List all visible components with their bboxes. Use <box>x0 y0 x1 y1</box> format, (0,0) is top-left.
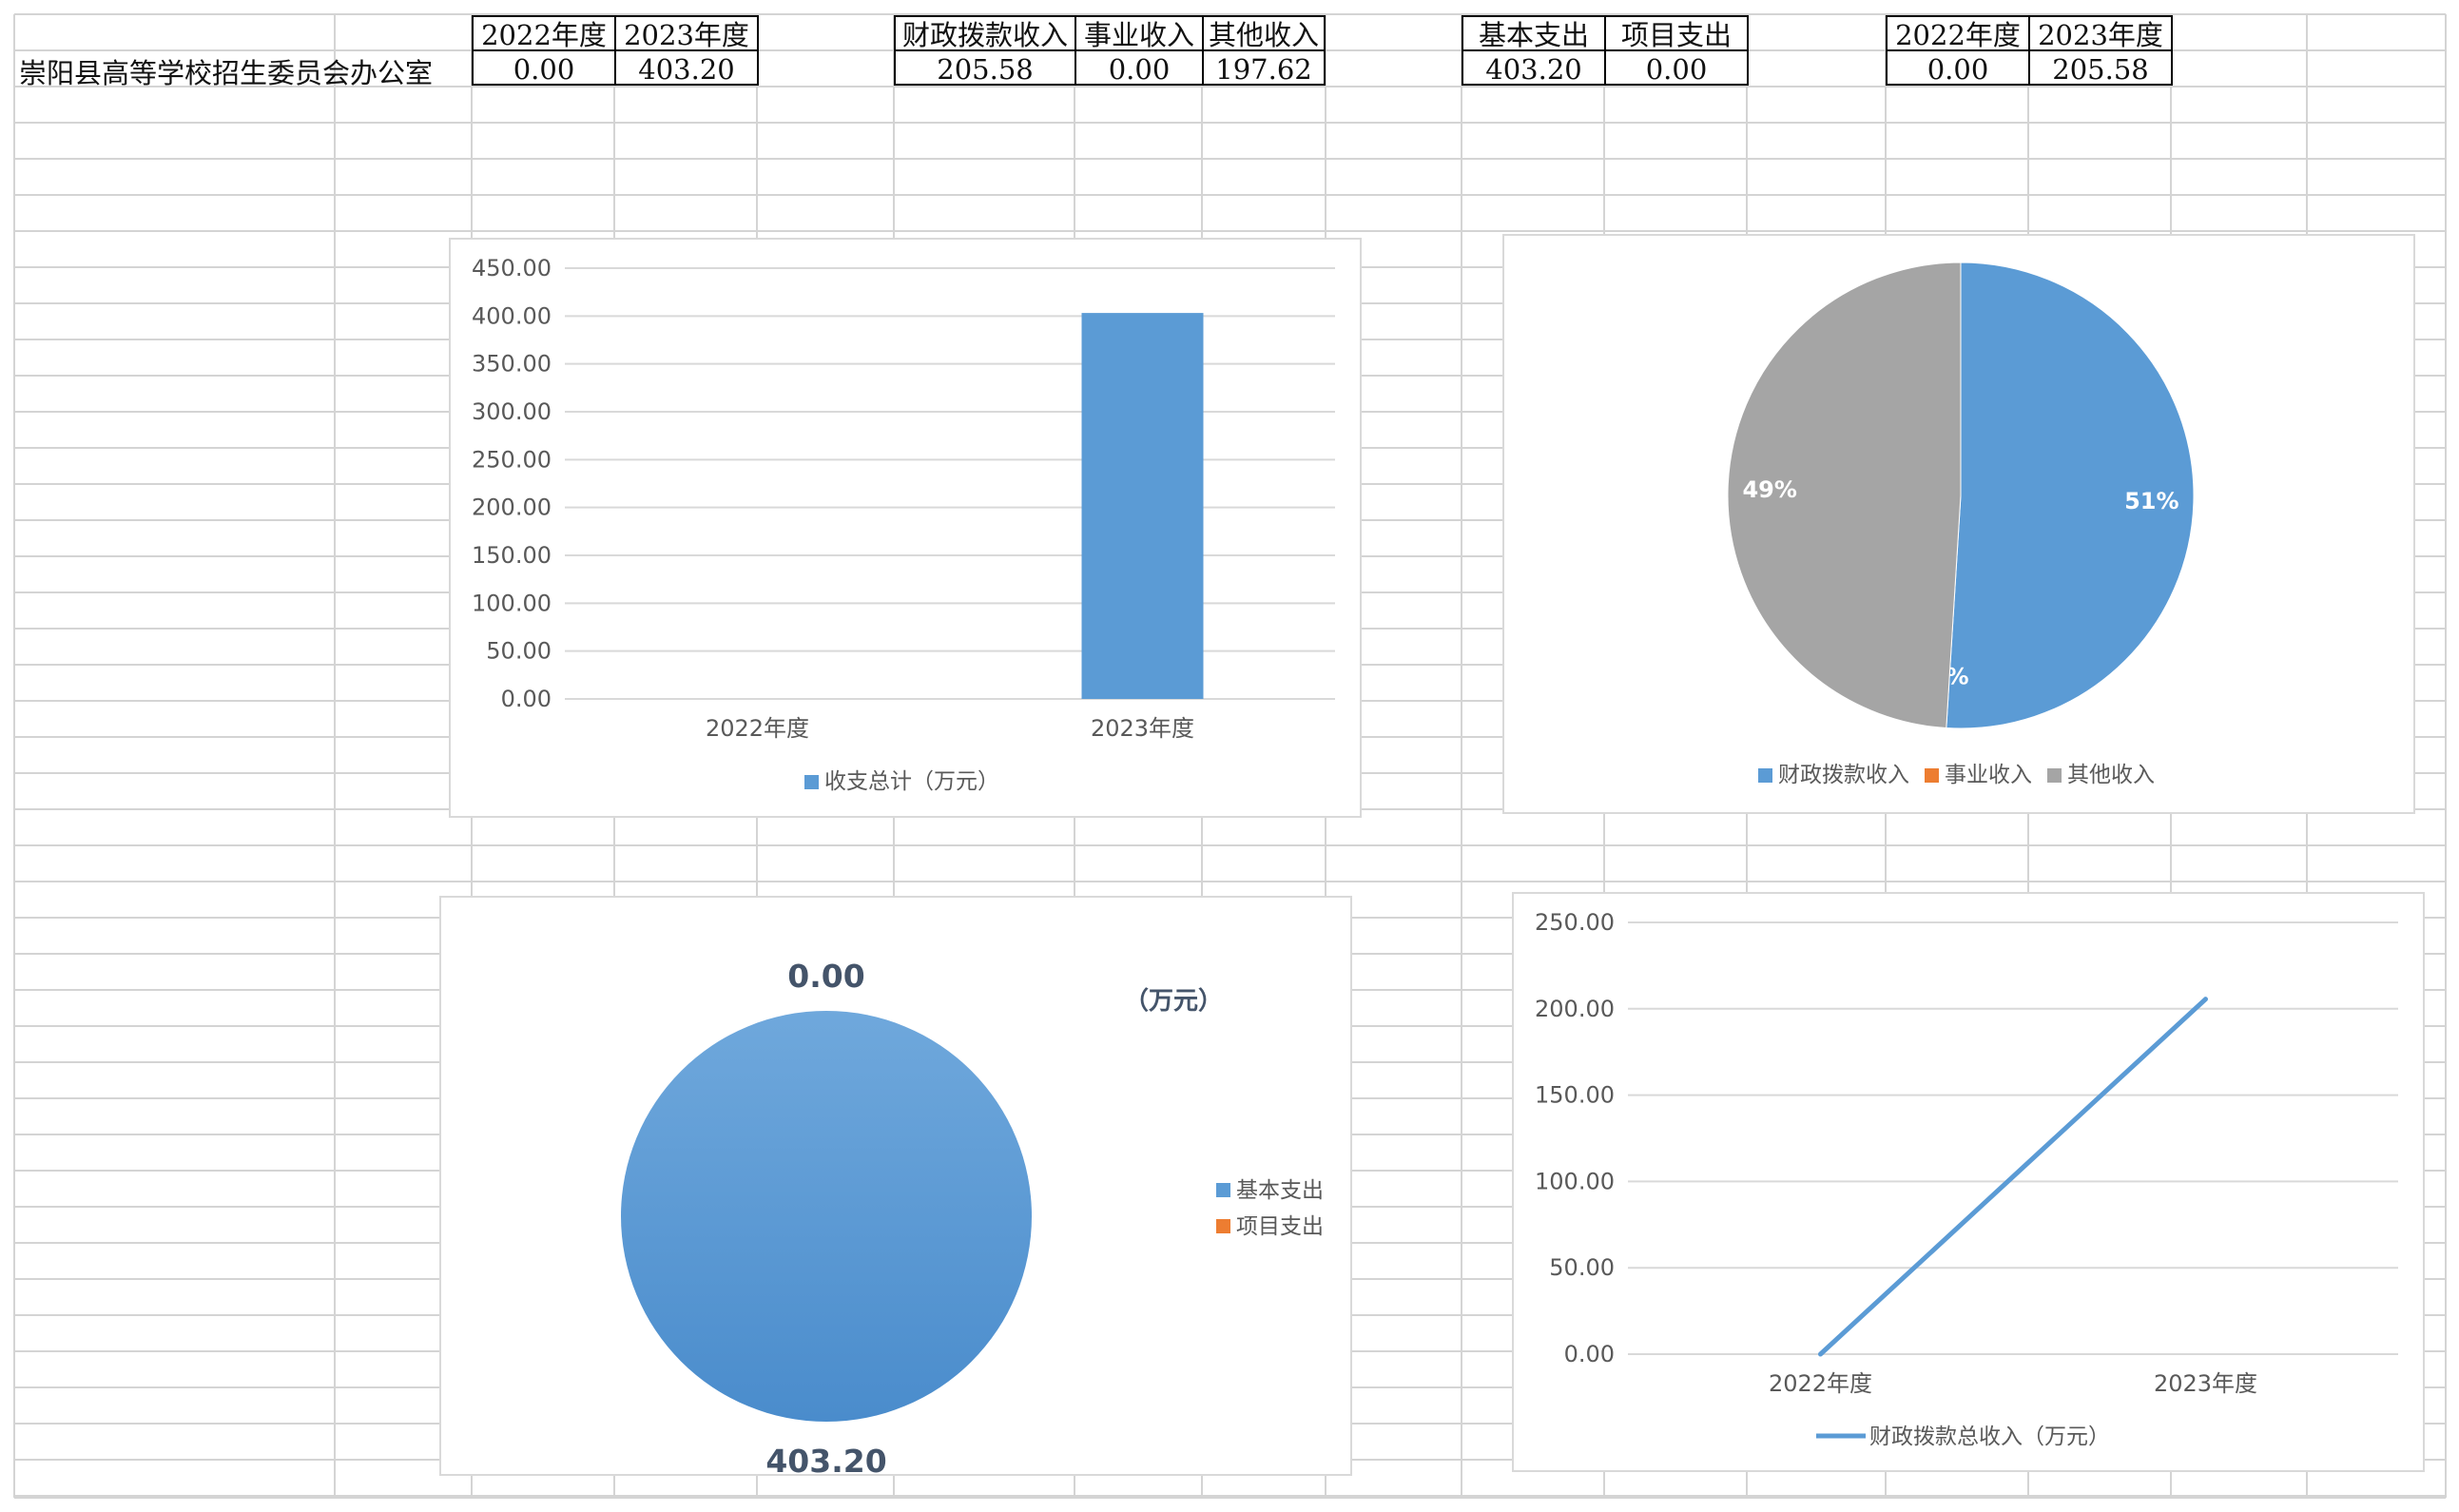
expense-pie-chart[interactable]: 403.20 0.00 （万元） 基本支出项目支出 <box>439 896 1352 1478</box>
y-tick-label: 0.00 <box>1564 1341 1615 1367</box>
legend-swatch <box>804 775 819 789</box>
table-total-value-2022[interactable]: 0.00 <box>472 49 616 86</box>
pie-slice <box>1727 262 1962 729</box>
table-fiscal-header-2022[interactable]: 2022年度 <box>1886 15 2030 51</box>
table-income-header-fiscal[interactable]: 财政拨款收入 <box>894 15 1076 51</box>
table-fiscal-value-2023[interactable]: 205.58 <box>2028 49 2173 86</box>
y-tick-label: 300.00 <box>472 398 552 425</box>
y-tick-label: 200.00 <box>472 494 552 521</box>
series-line <box>1818 997 2208 1357</box>
legend-label: 事业收入 <box>1945 763 2032 787</box>
table-expense-header-basic[interactable]: 基本支出 <box>1462 15 1606 51</box>
y-tick-label: 400.00 <box>472 302 552 329</box>
y-tick-label: 100.00 <box>472 590 552 616</box>
unit-note: （万元） <box>1124 987 1223 1016</box>
table-expense-value-project[interactable]: 0.00 <box>1604 49 1749 86</box>
table-total-header-2022[interactable]: 2022年度 <box>472 15 616 51</box>
table-income-header-other[interactable]: 其他收入 <box>1202 15 1326 51</box>
x-tick-label: 2022年度 <box>1769 1370 1872 1397</box>
table-income-value-business[interactable]: 0.00 <box>1075 49 1204 86</box>
line-chart-svg: 0.00 50.00 100.00 150.00 200.00 250.00 2022年度 2… <box>1535 909 2398 1449</box>
table-total-header-2023[interactable]: 2023年度 <box>614 15 759 51</box>
pie-data-label: 51% <box>2124 488 2178 514</box>
legend-label: 财政拨款总收入（万元） <box>1869 1425 2110 1449</box>
y-tick-label: 350.00 <box>472 351 552 378</box>
legend-label: 项目支出 <box>1236 1214 1324 1239</box>
y-tick-label: 50.00 <box>1549 1254 1615 1281</box>
y-tick-label: 250.00 <box>1535 909 1615 936</box>
y-tick-label: 150.00 <box>472 542 552 569</box>
y-tick-label: 50.00 <box>486 638 552 665</box>
legend-swatch <box>1925 768 1939 783</box>
table-expense-header-project[interactable]: 项目支出 <box>1604 15 1749 51</box>
table-income-value-other[interactable]: 197.62 <box>1202 49 1326 86</box>
table-fiscal-header-2023[interactable]: 2023年度 <box>2028 15 2173 51</box>
legend-swatch <box>1216 1219 1230 1233</box>
y-tick-label: 0.00 <box>501 686 552 712</box>
legend-label: 其他收入 <box>2067 763 2155 787</box>
table-fiscal-value-2022[interactable]: 0.00 <box>1886 49 2030 86</box>
y-tick-label: 200.00 <box>1535 996 1615 1022</box>
bar-chart-svg: 0.00 50.00 100.00 150.00 200.00 250.00 300.00 3… <box>472 255 1335 794</box>
pie-data-label: 49% <box>1742 476 1796 503</box>
row-label: 崇阳县高等学校招生委员会办公室 <box>19 57 434 89</box>
legend-label: 财政拨款收入 <box>1778 763 1909 787</box>
x-tick-label: 2023年度 <box>2154 1370 2257 1397</box>
fiscal-line-chart[interactable]: 0.00 50.00 100.00 150.00 200.00 250.00 2022年度 2… <box>1512 892 2425 1472</box>
y-tick-label: 250.00 <box>472 446 552 473</box>
legend-label: 收支总计（万元） <box>824 769 999 794</box>
x-tick-label: 2023年度 <box>1091 715 1194 742</box>
bar <box>1081 313 1204 699</box>
legend-swatch <box>1758 768 1772 783</box>
pie-data-label: 0.00 <box>787 958 864 995</box>
table-income-value-fiscal[interactable]: 205.58 <box>894 49 1076 86</box>
legend-swatch <box>1216 1183 1230 1197</box>
legend-swatch <box>2047 768 2062 783</box>
x-tick-label: 2022年度 <box>706 715 809 742</box>
legend-label: 基本支出 <box>1236 1178 1324 1203</box>
table-expense-value-basic[interactable]: 403.20 <box>1462 49 1606 86</box>
table-income-header-business[interactable]: 事业收入 <box>1075 15 1204 51</box>
y-tick-label: 100.00 <box>1535 1168 1615 1194</box>
total-bar-chart[interactable]: 0.00 50.00 100.00 150.00 200.00 250.00 300.00 3… <box>449 238 1362 818</box>
pie-data-label: 403.20 <box>765 1443 886 1478</box>
pie-slice <box>621 1011 1032 1422</box>
y-tick-label: 150.00 <box>1535 1082 1615 1109</box>
table-total-value-2023[interactable]: 403.20 <box>614 49 759 86</box>
pie-slice <box>1946 262 2195 729</box>
y-tick-label: 450.00 <box>472 255 552 281</box>
